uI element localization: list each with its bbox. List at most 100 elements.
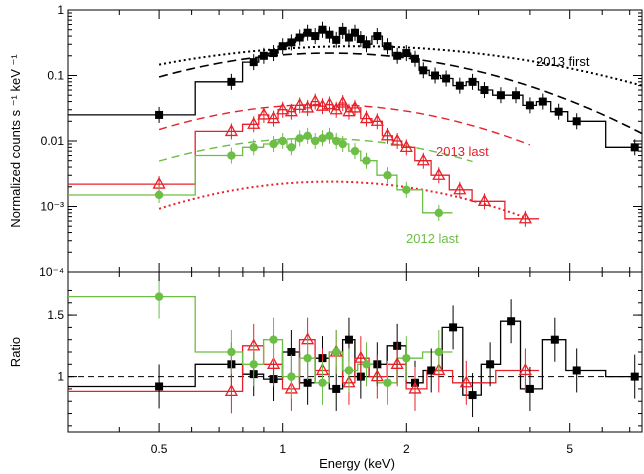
top-point-s1-21 [416,153,430,166]
bottom-y-tick-label-0: 1 [57,370,64,384]
bottom-point-s2-2 [249,360,258,369]
top-point-s0-16 [356,35,365,44]
bottom-point-s2-1 [227,347,236,357]
top-point-s2-15 [383,171,392,180]
bottom-point-s2-11 [402,353,411,363]
top-data-marks [152,21,639,227]
x-tick-label-2: 2 [403,442,410,456]
top-point-s1-24 [477,193,492,206]
model-2013-first-dotted [158,45,643,87]
top-y-axis-label: Normalized counts s ⁻¹ keV ⁻¹ [8,54,23,228]
top-point-s1-18 [380,128,395,141]
bottom-point-s2-0 [154,292,164,301]
top-point-s0-26 [455,81,464,90]
top-point-s1-6 [284,104,298,117]
top-point-s1-8 [301,100,315,113]
bottom-point-s1-0 [224,384,238,397]
top-point-s1-13 [336,95,350,108]
bottom-point-s1-10 [390,356,404,369]
top-point-s0-35 [630,143,639,152]
bottom-point-s0-5 [303,378,312,387]
top-point-s1-3 [257,107,271,120]
bottom-y-tick-label-1: 1.5 [47,308,64,322]
bottom-point-s0-7 [332,384,341,393]
top-point-s1-9 [308,94,322,107]
bottom-point-s0-0 [155,382,164,391]
top-point-s2-10 [325,131,334,141]
top-point-s1-1 [224,124,238,137]
bottom-point-s2-7 [332,347,341,357]
bottom-point-s0-19 [550,335,559,344]
top-point-s1-15 [348,100,362,113]
top-point-s0-2 [249,58,258,67]
bottom-point-s2-6 [318,378,327,387]
bottom-data-marks [154,274,639,418]
top-point-s0-19 [383,42,392,51]
top-point-s0-15 [351,28,359,37]
annotation-2012-last: 2012 last [406,231,459,246]
bottom-point-s1-2 [266,356,281,369]
top-y-tick-label-0: 1 [57,3,64,17]
top-point-s1-14 [342,104,356,117]
top-point-s0-20 [393,51,402,60]
top-point-s0-5 [278,42,287,51]
annotation-2013-first: 2013 first [536,54,590,69]
top-y-tick-label-1: 0.1 [47,69,64,83]
top-point-s2-12 [338,139,347,149]
top-point-s0-30 [512,91,521,100]
top-point-s0-1 [227,77,236,86]
top-y-tick-label-2: 0.01 [41,134,65,148]
top-point-s2-16 [402,185,411,194]
top-point-s0-9 [311,32,320,41]
bottom-point-s2-12 [434,347,444,357]
top-point-s1-20 [399,139,413,152]
top-point-s2-8 [311,136,320,146]
top-point-s1-23 [453,182,467,195]
top-point-s1-19 [390,133,404,146]
x-tick-label-0: 0.5 [151,442,168,456]
top-point-s2-7 [303,131,312,141]
top-point-s0-33 [554,107,563,116]
bottom-point-s0-17 [507,317,516,326]
top-point-s1-16 [359,111,374,124]
top-point-s2-11 [332,136,341,146]
bottom-point-s2-3 [269,335,278,344]
top-point-s0-17 [362,40,371,49]
bottom-point-s0-4 [287,348,296,356]
top-point-s1-2 [247,116,261,129]
model-2013-last-dashed [158,103,531,146]
top-point-s1-4 [266,111,281,124]
x-tick-label-3: 5 [566,442,573,456]
top-point-s1-22 [432,167,446,180]
top-point-s0-28 [480,86,489,95]
top-point-s2-1 [227,151,236,160]
top-point-s2-6 [295,134,304,143]
bottom-point-s0-8 [344,335,353,344]
top-point-s2-0 [154,190,164,200]
bottom-point-s0-16 [486,360,495,369]
top-point-s0-0 [155,110,164,119]
top-point-s1-5 [276,102,290,115]
top-point-s2-3 [269,139,278,149]
top-point-s1-25 [518,211,532,224]
top-point-s1-7 [293,98,307,111]
top-point-s0-29 [496,91,505,100]
top-point-s0-14 [344,33,353,42]
top-point-s2-13 [350,146,360,156]
top-point-s0-3 [259,51,268,60]
bottom-point-s1-9 [370,369,384,382]
bottom-y-axis-label: Ratio [8,337,23,367]
bottom-point-s2-10 [383,378,392,387]
top-point-s0-8 [303,28,312,37]
bottom-point-s0-15 [468,391,477,400]
top-point-s0-34 [572,117,581,126]
top-point-s2-17 [434,208,444,218]
top-point-s0-10 [318,25,327,34]
top-point-s1-12 [329,102,343,115]
bottom-point-s0-18 [525,384,534,393]
top-point-s2-2 [249,143,258,152]
top-point-s2-14 [362,156,371,165]
top-point-s0-25 [442,74,451,83]
top-point-s0-18 [373,32,382,41]
